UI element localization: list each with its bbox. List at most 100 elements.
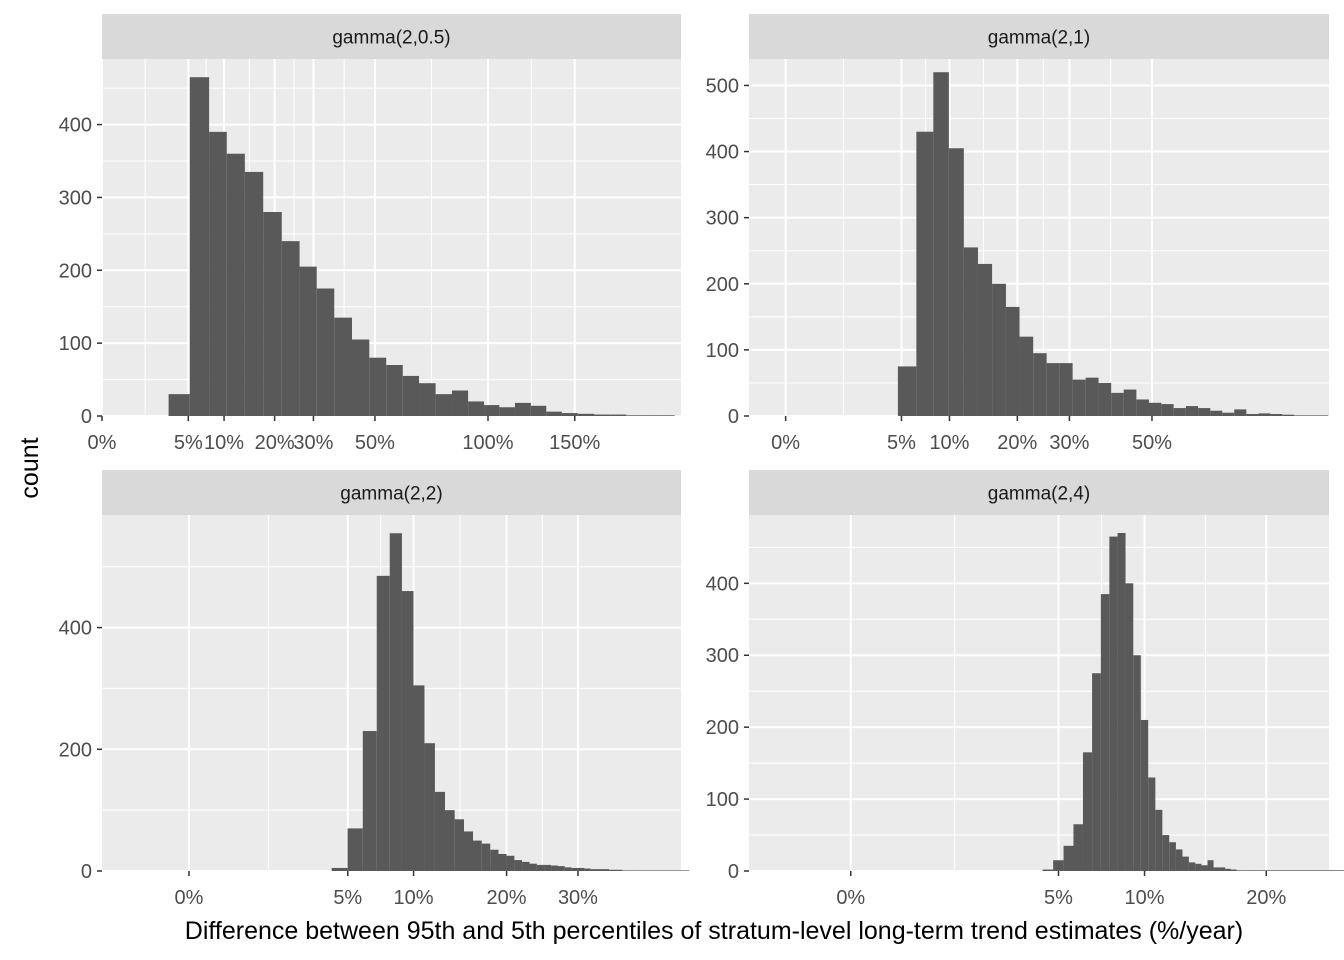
histogram-bar — [1213, 867, 1220, 871]
histogram-bar — [244, 171, 264, 416]
histogram-bar — [584, 868, 591, 871]
histogram-bar — [1258, 870, 1264, 871]
histogram-bar — [514, 860, 523, 871]
y-tick-label: 0 — [728, 861, 739, 883]
histogram-bar — [454, 819, 464, 871]
x-tick-label: 20% — [1246, 887, 1286, 909]
histogram-bar — [424, 743, 435, 871]
histogram-bar — [1046, 363, 1060, 416]
histogram-bar — [1185, 406, 1199, 416]
histogram-bar — [639, 870, 663, 871]
x-tick-label: 10% — [204, 432, 244, 454]
histogram-bar — [897, 366, 917, 416]
x-tick-label: 10% — [394, 887, 434, 909]
histogram-bar — [226, 153, 245, 416]
histogram-bar — [530, 405, 547, 416]
histogram-bar — [1100, 594, 1110, 871]
facet-panel-1: gamma(2,0.5) 0 100 200 300 400 0% 5% 10% 20%30% 50… — [59, 14, 681, 454]
y-tick-label: 0 — [81, 861, 92, 883]
histogram-bar — [168, 394, 190, 416]
histogram-bar — [590, 869, 599, 871]
histogram-bar — [609, 869, 623, 871]
histogram-bar — [662, 870, 690, 871]
histogram-bar — [1175, 849, 1183, 871]
histogram-bar — [1242, 870, 1248, 871]
y-tick-label: 400 — [59, 115, 92, 137]
histogram-bar — [413, 685, 425, 871]
histogram-bar — [1111, 392, 1124, 416]
histogram-bar — [1063, 845, 1074, 871]
histogram-bar — [551, 865, 558, 871]
histogram-bar — [1247, 870, 1254, 871]
histogram-bar — [1246, 414, 1259, 416]
histogram-bar — [376, 575, 390, 871]
x-tick-label: 50% — [1132, 432, 1172, 454]
histogram-bar — [1225, 868, 1231, 871]
histogram-bar — [626, 415, 643, 416]
y-tick-label: 200 — [59, 739, 92, 761]
histogram-bar — [506, 855, 515, 871]
facet-strip-label: gamma(2,1) — [988, 28, 1090, 49]
histogram-bar — [473, 840, 482, 871]
histogram-bar — [481, 843, 491, 871]
histogram-bar — [1270, 414, 1283, 416]
histogram-bar — [977, 263, 993, 416]
panel-background — [749, 515, 1329, 871]
histogram-bar — [1258, 413, 1271, 416]
histogram-bar — [1294, 415, 1306, 416]
histogram-bar — [351, 339, 370, 416]
histogram-bar — [622, 870, 640, 871]
y-axis-title: count — [16, 437, 44, 498]
histogram-bar — [1133, 655, 1141, 871]
histogram-bar — [593, 414, 611, 416]
x-tick-label: 10% — [1125, 887, 1165, 909]
x-tick-label: 20% — [255, 432, 295, 454]
x-tick-label: 100% — [462, 432, 513, 454]
histogram-bar — [490, 849, 499, 871]
y-tick-label: 300 — [706, 645, 739, 667]
x-axis-title: Difference between 95th and 5th percenti… — [185, 917, 1243, 945]
facet-panel-3: gamma(2,2) 0 200 400 0% 5% 10% 20% 30% — [59, 470, 690, 909]
histogram-bar — [434, 791, 445, 871]
histogram-bar — [571, 867, 578, 871]
histogram-bar — [1195, 863, 1202, 871]
histogram-bar — [1182, 856, 1189, 871]
histogram-bar — [498, 853, 507, 871]
x-tick-label: 50% — [355, 432, 395, 454]
histogram-bar — [1219, 867, 1226, 871]
histogram-bar — [1042, 869, 1054, 871]
histogram-bar — [1222, 412, 1235, 416]
histogram-bar — [1162, 835, 1170, 871]
facet-strip — [749, 470, 1329, 515]
histogram-bar — [1117, 532, 1126, 871]
x-tick-label: 5% — [887, 432, 916, 454]
histogram-bar — [347, 828, 363, 871]
histogram-bar — [1072, 379, 1086, 416]
histogram-bar — [1173, 408, 1186, 416]
y-tick-label: 200 — [706, 717, 739, 739]
x-tick-label: 30% — [293, 432, 333, 454]
histogram-bar — [1161, 404, 1174, 416]
x-tick-label: 0% — [771, 432, 800, 454]
histogram-bar — [598, 869, 610, 871]
histogram-bar — [1282, 414, 1295, 416]
histogram-bar — [1033, 353, 1047, 416]
histogram-bar — [529, 863, 537, 871]
facet-panel-2: gamma(2,1) 0 100 200 300 400 500 0% 5% 10% 20% 30% 5… — [706, 14, 1329, 454]
histogram-bar — [1253, 870, 1259, 871]
histogram-bar — [948, 148, 964, 416]
y-tick-label: 400 — [59, 618, 92, 640]
histogram-bar — [435, 394, 452, 416]
histogram-bar — [468, 401, 485, 416]
y-tick-label: 400 — [706, 573, 739, 595]
histogram-bar — [1098, 382, 1112, 416]
x-tick-label: 5% — [174, 432, 203, 454]
y-tick-label: 200 — [59, 260, 92, 282]
histogram-bar — [544, 864, 552, 871]
y-tick-label: 100 — [706, 789, 739, 811]
histogram-bar — [1140, 719, 1149, 871]
histogram-bar — [536, 864, 545, 871]
x-tick-label: 5% — [333, 887, 362, 909]
x-tick-label: 0% — [88, 432, 117, 454]
